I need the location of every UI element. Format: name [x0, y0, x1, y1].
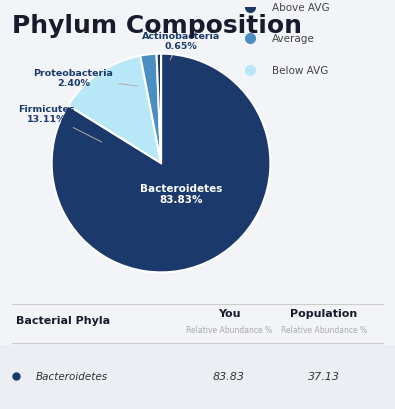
Text: Population: Population: [290, 308, 357, 318]
Text: You: You: [218, 308, 240, 318]
Wedge shape: [140, 54, 161, 164]
Text: 83.83: 83.83: [213, 371, 245, 381]
Text: Phylum Composition: Phylum Composition: [12, 14, 302, 38]
Text: Relative Abundance %: Relative Abundance %: [281, 325, 367, 334]
Text: 37.13: 37.13: [308, 371, 340, 381]
Text: Actinobacteria
0.65%: Actinobacteria 0.65%: [141, 32, 220, 61]
Text: Proteobacteria
2.40%: Proteobacteria 2.40%: [34, 69, 137, 88]
Text: Bacteroidetes
83.83%: Bacteroidetes 83.83%: [139, 183, 222, 205]
Text: Below AVG: Below AVG: [272, 65, 328, 75]
Bar: [0, 345, 395, 409]
Text: Above AVG: Above AVG: [272, 3, 329, 13]
Wedge shape: [156, 54, 161, 164]
Text: Average: Average: [272, 34, 314, 44]
Text: Firmicutes
13.11%: Firmicutes 13.11%: [18, 105, 102, 143]
Wedge shape: [68, 56, 161, 164]
Text: Bacteroidetes: Bacteroidetes: [36, 371, 108, 381]
Text: Bacterial Phyla: Bacterial Phyla: [16, 316, 110, 326]
Text: Relative Abundance %: Relative Abundance %: [186, 325, 272, 334]
Wedge shape: [52, 54, 271, 273]
